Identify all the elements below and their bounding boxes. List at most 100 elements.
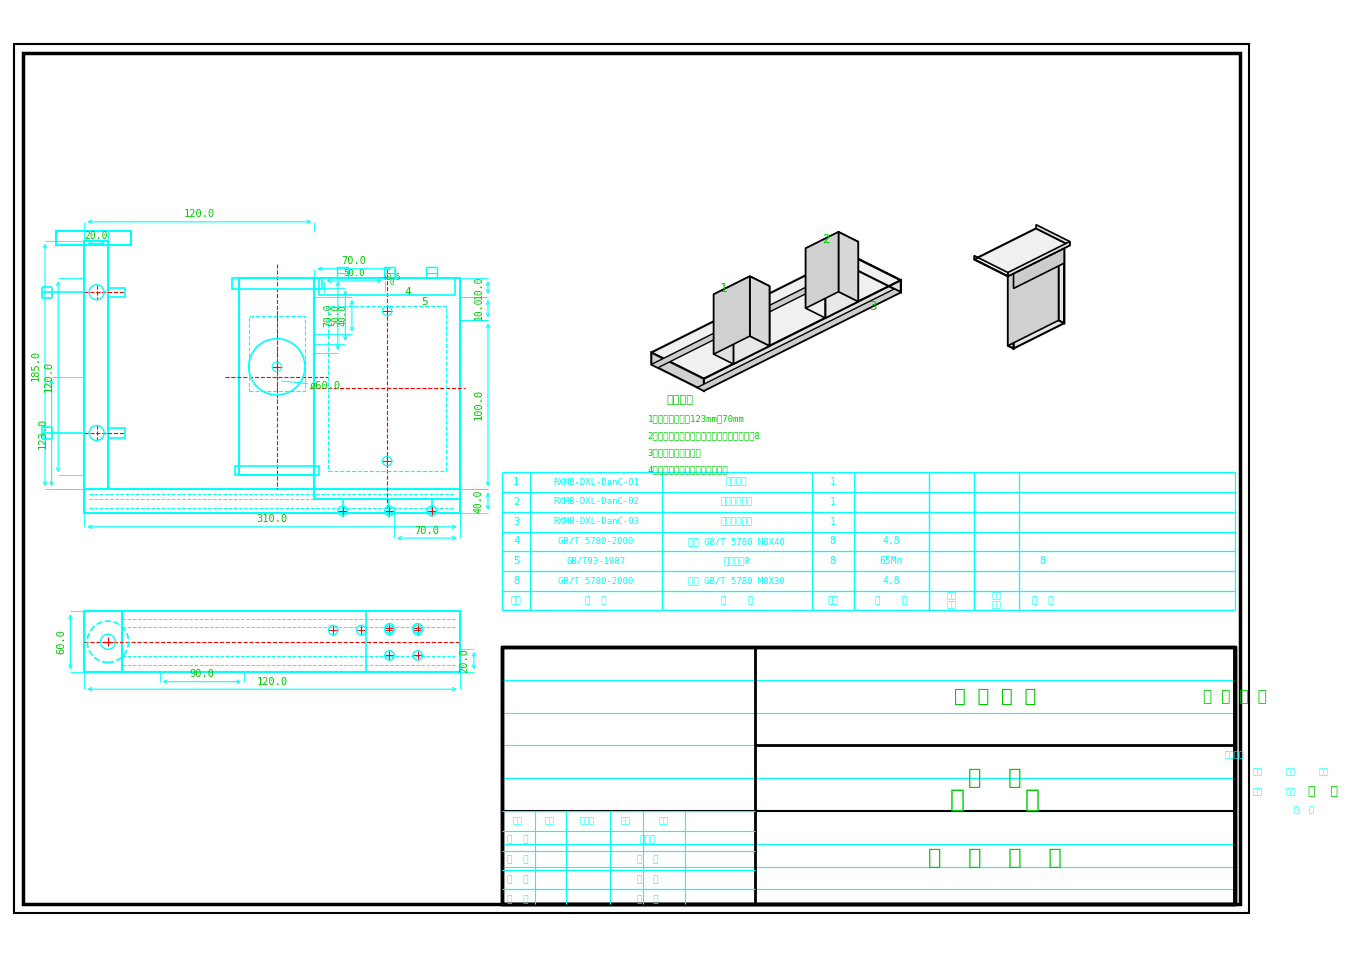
Text: 标记: 标记	[513, 816, 524, 825]
Text: 图 样 名 称: 图 样 名 称	[953, 687, 1036, 705]
Bar	[336, 267, 349, 278]
Polygon shape	[651, 266, 855, 367]
Text: GB/T93-1987: GB/T93-1987	[567, 557, 626, 566]
Text: 3: 3	[870, 300, 876, 313]
Bar	[234, 466, 319, 476]
Text: 40.0: 40.0	[338, 305, 347, 326]
Text: 正面导轮组件: 正面导轮组件	[720, 498, 752, 506]
Text: 总计: 总计	[992, 591, 1001, 600]
Text: 比例: 比例	[1318, 768, 1329, 776]
Polygon shape	[704, 280, 900, 390]
Text: 70.0: 70.0	[342, 256, 366, 266]
Text: 65Mn: 65Mn	[880, 556, 903, 567]
Text: RXMB-DXL-DanC-03: RXMB-DXL-DanC-03	[553, 517, 639, 526]
Text: 重量: 重量	[992, 601, 1001, 610]
Text: 4、请按照此组件办理部件进出库: 4、请按照此组件办理部件进出库	[647, 465, 728, 474]
Text: 120.0: 120.0	[44, 361, 54, 392]
Bar	[249, 316, 306, 390]
Text: 8: 8	[513, 576, 520, 586]
Polygon shape	[697, 289, 900, 390]
Bar	[315, 278, 460, 499]
Polygon shape	[1014, 248, 1065, 288]
Text: RXMB-DXL-DanC-02: RXMB-DXL-DanC-02	[553, 498, 639, 506]
Text: 备  注: 备 注	[1032, 596, 1054, 605]
Bar	[427, 267, 437, 278]
Text: 数量: 数量	[1253, 768, 1263, 776]
Text: 材    料: 材 料	[950, 788, 1039, 812]
Text: 4.8: 4.8	[883, 536, 900, 546]
Text: 8: 8	[829, 556, 836, 567]
Polygon shape	[651, 352, 704, 390]
Text: 2: 2	[513, 497, 520, 507]
Text: 1: 1	[719, 282, 727, 295]
Polygon shape	[713, 277, 750, 354]
Bar	[319, 278, 455, 295]
Polygon shape	[1008, 245, 1065, 274]
Polygon shape	[734, 286, 770, 364]
Text: 120.0: 120.0	[184, 210, 215, 219]
Text: 1: 1	[829, 497, 836, 507]
Text: 50.0: 50.0	[331, 305, 341, 326]
Text: 项  目  名  称: 项 目 名 称	[927, 848, 1062, 868]
Text: 40.0: 40.0	[474, 489, 483, 513]
Polygon shape	[806, 232, 859, 258]
Text: 初  裁: 初 裁	[507, 856, 529, 864]
Text: 支架组件: 支架组件	[725, 478, 747, 487]
Text: 20.0: 20.0	[85, 231, 108, 241]
Text: 60.0: 60.0	[57, 630, 66, 655]
Text: 文件号: 文件号	[580, 816, 595, 825]
Bar	[85, 612, 122, 672]
Text: 工  艺: 工 艺	[507, 895, 529, 904]
Text: RXMB-DXL-DanC-01: RXMB-DXL-DanC-01	[553, 478, 639, 487]
Text: 数量: 数量	[1253, 787, 1263, 796]
Text: 重量: 重量	[1285, 768, 1295, 776]
Polygon shape	[713, 277, 770, 304]
Polygon shape	[713, 295, 734, 364]
Text: 310.0: 310.0	[257, 514, 288, 524]
Text: 1: 1	[513, 478, 520, 487]
Text: +0.5: +0.5	[384, 273, 401, 281]
Text: 123.0: 123.0	[38, 417, 47, 449]
Polygon shape	[975, 229, 1070, 277]
Text: 材    料: 材 料	[875, 596, 907, 605]
Bar	[108, 287, 125, 297]
Text: 70.0: 70.0	[415, 525, 440, 536]
Bar	[85, 612, 460, 672]
Polygon shape	[1036, 225, 1070, 245]
Text: 设  计: 设 计	[507, 835, 529, 845]
Text: 90.0: 90.0	[190, 669, 214, 679]
Bar	[85, 240, 108, 489]
Polygon shape	[750, 277, 770, 345]
Text: 20.0: 20.0	[459, 648, 470, 673]
Text: 单件: 单件	[946, 591, 957, 600]
Text: 审  定: 审 定	[637, 856, 658, 864]
Text: 材  料: 材 料	[968, 768, 1022, 789]
Polygon shape	[1008, 245, 1058, 345]
Text: 数量: 数量	[826, 596, 837, 605]
Text: GB/T 5780-2000: GB/T 5780-2000	[559, 576, 634, 586]
Text: 技术要求: 技术要求	[666, 395, 695, 405]
Bar	[108, 429, 125, 437]
Text: 标准化: 标准化	[639, 835, 656, 845]
Bar	[57, 232, 132, 245]
Text: 重量: 重量	[1285, 787, 1295, 796]
Text: 批  准: 批 准	[637, 876, 658, 884]
Text: 比  例: 比 例	[1308, 785, 1338, 798]
Text: 日  测: 日 测	[637, 895, 658, 904]
Polygon shape	[825, 242, 859, 318]
Text: 第  张: 第 张	[1295, 806, 1315, 814]
Text: 50.0: 50.0	[343, 269, 365, 278]
Text: 序号: 序号	[510, 596, 521, 605]
Bar	[85, 489, 460, 513]
Text: 签字: 签字	[621, 816, 631, 825]
Text: 名    称: 名 称	[720, 596, 752, 605]
Text: 代  号: 代 号	[586, 596, 607, 605]
Text: 8: 8	[829, 536, 836, 546]
Polygon shape	[1014, 248, 1065, 348]
Text: 8: 8	[1039, 556, 1046, 567]
Text: 弹簧垫圈8: 弹簧垫圈8	[723, 557, 750, 566]
Polygon shape	[806, 232, 839, 308]
Text: 70.0: 70.0	[323, 304, 334, 327]
Text: 图 样 代 号: 图 样 代 号	[1202, 689, 1267, 703]
Text: 4: 4	[513, 536, 520, 546]
